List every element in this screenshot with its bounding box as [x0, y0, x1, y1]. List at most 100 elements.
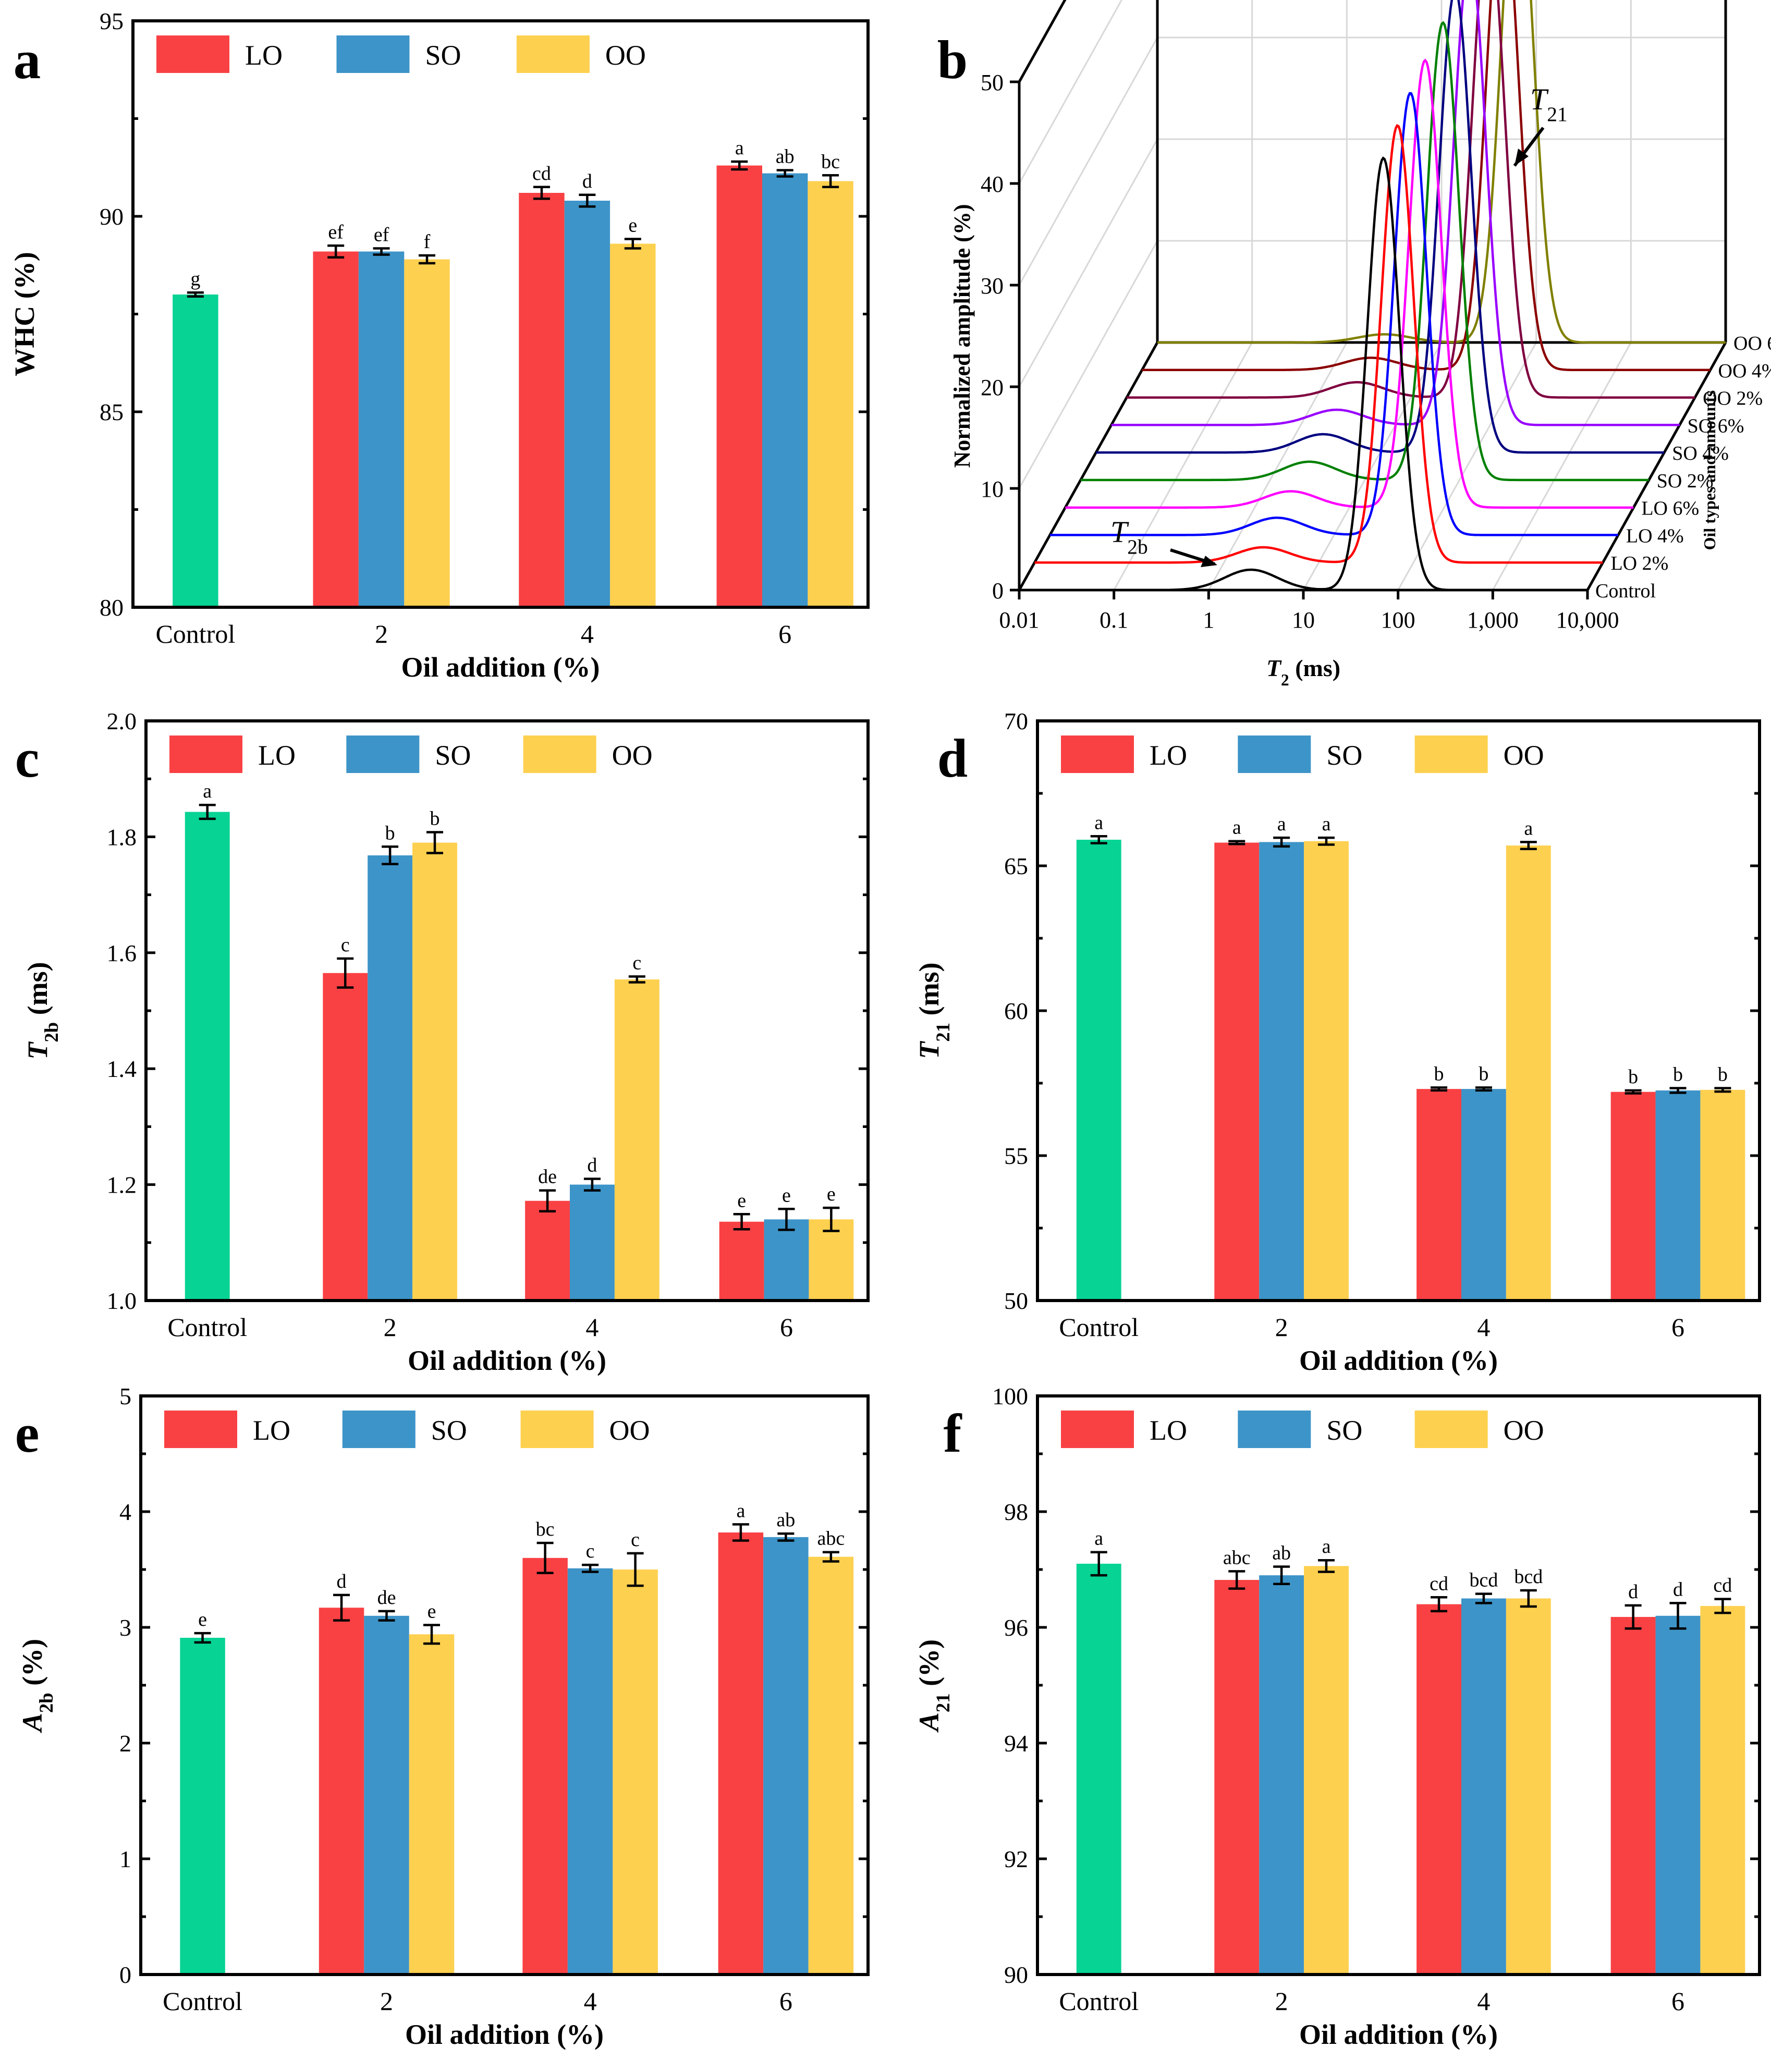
errorbar-SO-2	[378, 1610, 395, 1622]
bar-SO-6	[764, 1219, 809, 1301]
errorbar-LO-2	[333, 1593, 350, 1622]
y-axis-label-sub: 2b	[41, 1022, 62, 1043]
y-axis-label: A2b (%)	[17, 1639, 57, 1733]
series-label-OO6: OO 6%	[1733, 333, 1771, 354]
y-tick-label: 60	[1004, 998, 1028, 1024]
y-tick-label: 1.0	[107, 1288, 137, 1314]
y-tick-label: 40	[981, 171, 1004, 197]
legend-label-LO: LO	[1150, 1415, 1187, 1446]
errorbar-SO-2	[382, 845, 399, 865]
bar-SO-4	[1461, 1089, 1506, 1301]
y-tick-label: 55	[1004, 1143, 1028, 1169]
y-tick-label: 10	[981, 476, 1004, 502]
grid-side	[1018, 240, 1158, 489]
errorbar-SO-6	[1669, 1602, 1687, 1630]
bar-OO-6	[809, 1219, 854, 1301]
bar-control	[180, 1637, 225, 1975]
legend-swatch-LO	[164, 1411, 237, 1448]
errorbar-SO-4	[1475, 1086, 1492, 1092]
x-tick-label-6: 6	[779, 1987, 792, 2016]
line-series-LO4	[1049, 92, 1618, 536]
panel-e: e e d bc a de c ab e c abc 0 1 2 3 4 5 Control 2 4 6 Oil addi…	[15, 1383, 870, 2050]
bar-SO-6	[763, 1537, 809, 1975]
sig-label-SO-2: de	[377, 1587, 396, 1609]
legend-swatch-SO	[336, 35, 410, 73]
errorbar-control	[187, 291, 204, 298]
x-tick-label-4: 4	[585, 1313, 599, 1342]
errorbar-SO-2	[373, 247, 390, 256]
grid-side	[1018, 0, 1066, 82]
errorbar-LO-4	[536, 1541, 554, 1574]
errorbar-OO-4	[624, 238, 641, 250]
line-series-OO2	[1127, 0, 1695, 399]
bar-SO-6	[1655, 1615, 1701, 1975]
errorbar-OO-6	[1714, 1598, 1731, 1614]
sig-label-LO-4: bc	[536, 1518, 555, 1540]
legend-swatch-LO	[1061, 735, 1134, 773]
series-label-SO2: SO 2%	[1657, 470, 1714, 492]
frame-top-left	[1018, 0, 1067, 83]
y-tick-label: 80	[100, 594, 124, 621]
errorbar-SO-6	[778, 1208, 795, 1231]
annotation-T21-sub: 21	[1547, 103, 1567, 126]
x-tick-label-2: 2	[384, 1313, 397, 1342]
sig-label-SO-6: ab	[776, 146, 795, 168]
y-tick-label: 1.6	[107, 940, 137, 966]
y-axis-label-suffix: (ms)	[22, 962, 53, 1022]
sig-label-OO-6: abc	[817, 1528, 845, 1550]
bar-SO-2	[364, 1615, 409, 1975]
y-tick-label: 30	[981, 273, 1004, 299]
grid-side	[1018, 37, 1158, 286]
x-tick-label-2: 2	[380, 1987, 393, 2016]
sig-label-OO-2: a	[1322, 813, 1331, 835]
legend-label-SO: SO	[435, 740, 471, 771]
x-axis-label-sub: 2	[1281, 671, 1289, 689]
legend-swatch-LO	[156, 35, 229, 73]
legend-swatch-SO	[346, 735, 420, 773]
grid-floor	[1113, 342, 1253, 591]
bar-SO-2	[358, 251, 405, 607]
errorbar-OO-4	[627, 1552, 644, 1587]
sig-label-OO-2: e	[428, 1601, 436, 1623]
sig-label-OO-4: c	[632, 952, 641, 974]
errorbar-LO-4	[1431, 1086, 1448, 1092]
sig-label-SO-4: b	[1479, 1063, 1488, 1085]
y-axis-label: T2b (ms)	[22, 962, 62, 1059]
x-tick-label-10,000: 10,000	[1556, 607, 1619, 633]
y-axis-label: A21 (%)	[913, 1639, 954, 1733]
errorbar-SO-2	[1273, 836, 1290, 848]
bar-SO-2	[1259, 842, 1304, 1301]
y-tick-label: 2	[119, 1730, 131, 1757]
bar-SO-4	[567, 1568, 613, 1975]
x-tick-label-Control: Control	[1059, 1987, 1139, 2016]
legend-swatch-OO	[1414, 735, 1488, 773]
y-tick-label: 0	[992, 578, 1004, 604]
grid-floor	[1302, 342, 1443, 591]
errorbar-LO-6	[1625, 1089, 1642, 1095]
sig-label-LO-6: e	[737, 1190, 746, 1211]
bar-LO-4	[522, 1558, 568, 1975]
bar-control	[185, 812, 230, 1301]
bar-LO-6	[1610, 1092, 1656, 1301]
errorbar-OO-2	[423, 1624, 440, 1645]
x-axis-label: Oil addition (%)	[1299, 2019, 1498, 2050]
grid-side	[1018, 139, 1158, 387]
legend-label-SO: SO	[1326, 740, 1362, 771]
sig-label-LO-4: cd	[532, 163, 551, 185]
legend-label-SO: SO	[1326, 1415, 1362, 1446]
x-axis-label: Oil addition (%)	[405, 2019, 604, 2050]
x-tick-label-Control: Control	[163, 1987, 242, 2016]
line-series-OO6	[1157, 0, 1726, 344]
legend-label-SO: SO	[431, 1415, 467, 1446]
errorbar-LO-6	[733, 1213, 750, 1231]
sig-label-SO-4: c	[586, 1540, 595, 1562]
errorbar-OO-4	[1520, 841, 1537, 851]
legend-label-LO: LO	[258, 740, 296, 771]
bar-OO-2	[409, 1634, 455, 1975]
y-tick-label: 20	[981, 375, 1004, 400]
sig-label-SO-2: b	[385, 822, 395, 844]
y-tick-label: 70	[1004, 708, 1028, 734]
line-series-SO2	[1080, 21, 1649, 482]
y-axis-label-suffix: (%)	[17, 1639, 48, 1693]
